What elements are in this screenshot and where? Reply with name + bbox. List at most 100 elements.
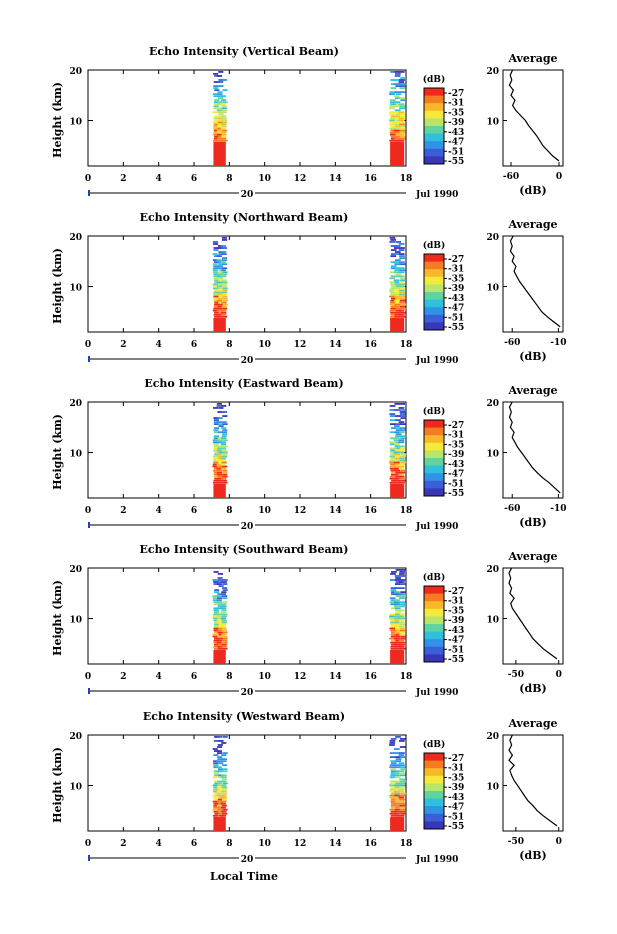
echo-cell xyxy=(395,419,401,421)
echo-cell xyxy=(399,285,405,288)
echo-cell xyxy=(390,798,397,801)
echo-cell xyxy=(214,279,220,282)
echo-cell xyxy=(389,776,396,779)
colorbar-unit: (dB) xyxy=(423,74,445,85)
echo-cell xyxy=(399,289,405,292)
echo-cell xyxy=(213,639,219,642)
echo-cell xyxy=(218,279,224,282)
x-tick-label: 10 xyxy=(258,174,271,184)
echo-cell xyxy=(218,585,224,587)
echo-cell xyxy=(216,583,222,585)
echo-cell xyxy=(216,615,223,618)
colorbar-segment xyxy=(424,639,444,648)
echo-cell xyxy=(394,792,401,795)
echo-cell xyxy=(213,255,220,257)
echo-cell xyxy=(222,595,228,598)
echo-cell xyxy=(400,279,406,282)
echo-cell xyxy=(213,750,220,752)
echo-cell xyxy=(398,625,405,628)
echo-cell xyxy=(389,127,396,130)
echo-cell xyxy=(212,271,219,274)
echo-cell xyxy=(221,405,227,407)
echo-cell xyxy=(394,786,401,789)
echo-cell xyxy=(213,73,219,75)
echo-cell xyxy=(398,139,405,142)
x-tick-label: 16 xyxy=(364,672,377,682)
echo-cell xyxy=(399,403,405,405)
echo-cell xyxy=(217,605,223,608)
echo-cell xyxy=(212,441,218,444)
x-tick-label: 14 xyxy=(329,174,342,184)
date-tick-label: 20 xyxy=(241,356,254,366)
echo-cell xyxy=(390,603,397,606)
echo-cell xyxy=(393,247,400,249)
echo-cell xyxy=(395,121,402,124)
x-tick-label: 8 xyxy=(226,506,232,516)
echo-cell xyxy=(389,413,396,415)
echo-cell xyxy=(220,95,227,98)
echo-cell xyxy=(398,253,405,255)
colorbar-segment xyxy=(424,624,444,633)
colorbar-tick-label: -39 xyxy=(448,783,464,793)
colorbar-segment xyxy=(424,95,444,104)
echo-cell xyxy=(221,293,227,296)
echo-cell xyxy=(221,591,227,594)
echo-cell xyxy=(222,289,228,292)
echo-cell xyxy=(390,772,397,775)
echo-cell xyxy=(214,315,220,318)
echo-cell xyxy=(390,87,397,89)
echo-cell xyxy=(212,287,219,290)
echo-cell xyxy=(217,275,223,278)
echo-cell xyxy=(212,617,218,620)
echo-cell xyxy=(222,429,228,432)
echo-cell xyxy=(212,439,218,442)
echo-cell xyxy=(400,595,407,598)
echo-cell xyxy=(216,463,222,466)
echo-cell xyxy=(395,647,402,650)
colorbar-segment xyxy=(424,254,444,263)
x-tick-label: 4 xyxy=(156,340,162,350)
echo-cell xyxy=(213,627,219,630)
echo-cell xyxy=(393,587,400,589)
echo-cell xyxy=(221,131,227,134)
echo-cell xyxy=(395,435,401,438)
echo-cell xyxy=(390,599,397,602)
echo-cell xyxy=(217,645,223,648)
y-axis-label: Height (km) xyxy=(51,580,64,656)
echo-cell xyxy=(390,437,396,440)
echo-cell xyxy=(216,806,222,809)
echo-cell xyxy=(398,407,405,409)
echo-cell xyxy=(390,285,397,288)
echo-cell xyxy=(395,611,402,614)
echo-cell xyxy=(395,293,401,296)
echo-cell xyxy=(221,754,227,756)
echo-cell xyxy=(217,75,223,77)
echo-cell xyxy=(394,403,401,405)
echo-cell xyxy=(217,595,223,598)
echo-cell xyxy=(399,593,405,596)
echo-cell xyxy=(395,287,401,290)
echo-cell xyxy=(389,788,396,791)
echo-cell xyxy=(222,415,228,417)
echo-cell xyxy=(212,597,218,600)
colorbar-tick-label: -47 xyxy=(448,304,464,314)
colorbar-tick-label: -55 xyxy=(448,655,464,665)
echo-cell xyxy=(398,121,405,124)
echo-cell xyxy=(390,313,397,316)
echo-cell xyxy=(213,429,219,432)
x-tick-label: 14 xyxy=(329,340,342,350)
colorbar-tick-label: -39 xyxy=(448,284,464,294)
colorbar-tick-label: -47 xyxy=(448,636,464,646)
average-frame xyxy=(502,69,564,167)
echo-cell xyxy=(390,71,396,73)
x-tick-label: 12 xyxy=(294,839,307,849)
echo-cell xyxy=(391,607,397,610)
echo-cell xyxy=(212,309,218,312)
echo-cell xyxy=(395,415,401,417)
echo-cell xyxy=(390,457,397,460)
echo-cell xyxy=(214,643,220,646)
echo-cell xyxy=(391,643,397,646)
echo-cell xyxy=(217,437,223,440)
echo-cell xyxy=(218,633,224,636)
echo-cell xyxy=(389,601,396,604)
